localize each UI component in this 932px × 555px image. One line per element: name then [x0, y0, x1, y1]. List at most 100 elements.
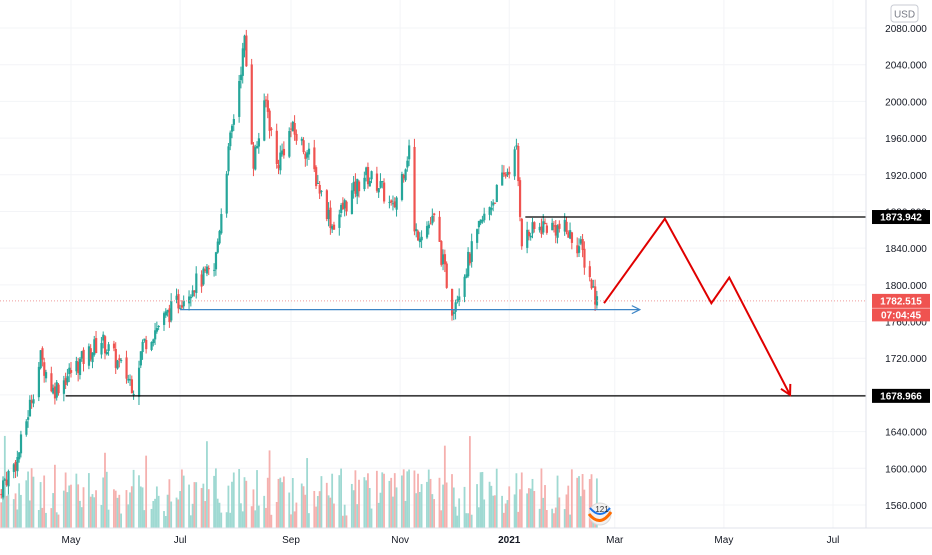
candle-body [520, 218, 523, 247]
volume-bar [250, 506, 253, 528]
y-tick-label: 1560.000 [885, 501, 927, 512]
volume-bar [43, 475, 46, 528]
candle-body [463, 276, 466, 297]
volume-bar [520, 472, 523, 528]
volume-bar [155, 486, 158, 528]
volume-bar [570, 469, 573, 528]
candle-body [420, 236, 423, 241]
candle-body [340, 205, 343, 213]
candle-body [168, 308, 171, 323]
candle-body [68, 367, 71, 374]
candle-body [366, 166, 370, 185]
drawing-layer[interactable] [0, 216, 866, 397]
candle-body [177, 294, 180, 309]
candle-body [501, 172, 504, 186]
volume-bar [89, 496, 92, 528]
volume-bar [368, 488, 371, 528]
candle-body [27, 417, 30, 420]
candle-body [345, 201, 348, 212]
volume-bar [166, 494, 169, 528]
candle-body [137, 367, 141, 397]
candle-body [2, 480, 5, 498]
candle-body [18, 452, 21, 460]
volume-bar [288, 492, 291, 528]
candle-body [570, 232, 574, 243]
volume-bar [143, 510, 146, 528]
candle-body [87, 346, 91, 366]
volume-bar [3, 435, 6, 528]
candle-body [468, 253, 472, 264]
candle-body [318, 184, 321, 194]
candle-body [302, 140, 305, 153]
candle-body [592, 286, 595, 288]
candle-body [504, 174, 507, 177]
volume-bar [191, 503, 194, 528]
forecast-path[interactable] [603, 216, 791, 396]
price-scale[interactable]: 2080.000 2040.000 2000.000 1960.000 1920.000… [885, 24, 927, 512]
volume-bar [553, 513, 555, 528]
candle-body [291, 121, 295, 132]
volume-bar [304, 494, 307, 528]
volume-bar [95, 490, 97, 528]
volume-bar [377, 502, 380, 528]
volume-bar [513, 494, 516, 528]
volume-bar [358, 479, 360, 528]
last-price-badge: 1782.515 [880, 296, 922, 307]
volume-bar [420, 484, 423, 528]
volume-bar [14, 493, 17, 528]
candle-body [350, 190, 354, 215]
volume-bar [558, 497, 561, 528]
volume-bar [118, 494, 121, 528]
volume-bar [132, 469, 135, 528]
candle-body [556, 225, 559, 238]
volume-bar [75, 473, 78, 528]
candle-body [266, 100, 269, 112]
candle-body [232, 118, 235, 125]
volume-bar [488, 481, 491, 528]
volume-bar [463, 486, 466, 528]
candle-body [207, 268, 210, 270]
volume-bar [350, 483, 353, 528]
volume-bar [54, 464, 56, 528]
volume-bar [5, 495, 8, 528]
volume-bar [152, 501, 155, 528]
candle-body [78, 358, 82, 376]
candle-body [456, 299, 459, 301]
volume-bar [277, 478, 280, 528]
currency-button[interactable]: USD [890, 4, 919, 23]
volume-bar [494, 495, 496, 528]
candle-body [467, 251, 470, 277]
candle-body [238, 80, 241, 117]
candle-body [583, 248, 586, 268]
candle-body [205, 266, 209, 274]
candle-body [77, 361, 80, 374]
candle-body [438, 216, 441, 242]
candle-body [275, 130, 278, 164]
volume-bar [41, 507, 44, 528]
candle-body [506, 171, 509, 176]
volume-bar [25, 480, 28, 528]
candle-body [216, 241, 219, 253]
candle-body [50, 373, 53, 392]
volume-bar [18, 483, 21, 528]
volume-bar [55, 512, 58, 528]
candle-body [431, 215, 434, 224]
volume-layer [0, 435, 598, 528]
bar-countdown-badge-bg [872, 308, 930, 322]
volume-bar [327, 495, 330, 528]
last-price-badge-bg [872, 293, 930, 308]
candle-body [227, 146, 230, 172]
volume-bar [468, 436, 471, 528]
time-scale[interactable]: May Jul Sep Nov 2021 Mar May Jul [62, 535, 840, 546]
volume-bar [252, 489, 255, 528]
volume-bar [588, 479, 591, 528]
candle-body [25, 421, 28, 435]
candle-body [243, 35, 246, 51]
candle-body [415, 229, 418, 232]
volume-bar [365, 480, 368, 528]
candle-body [542, 221, 545, 233]
candle-body [465, 274, 468, 278]
candle-body [103, 336, 107, 354]
volume-bar [64, 472, 67, 528]
